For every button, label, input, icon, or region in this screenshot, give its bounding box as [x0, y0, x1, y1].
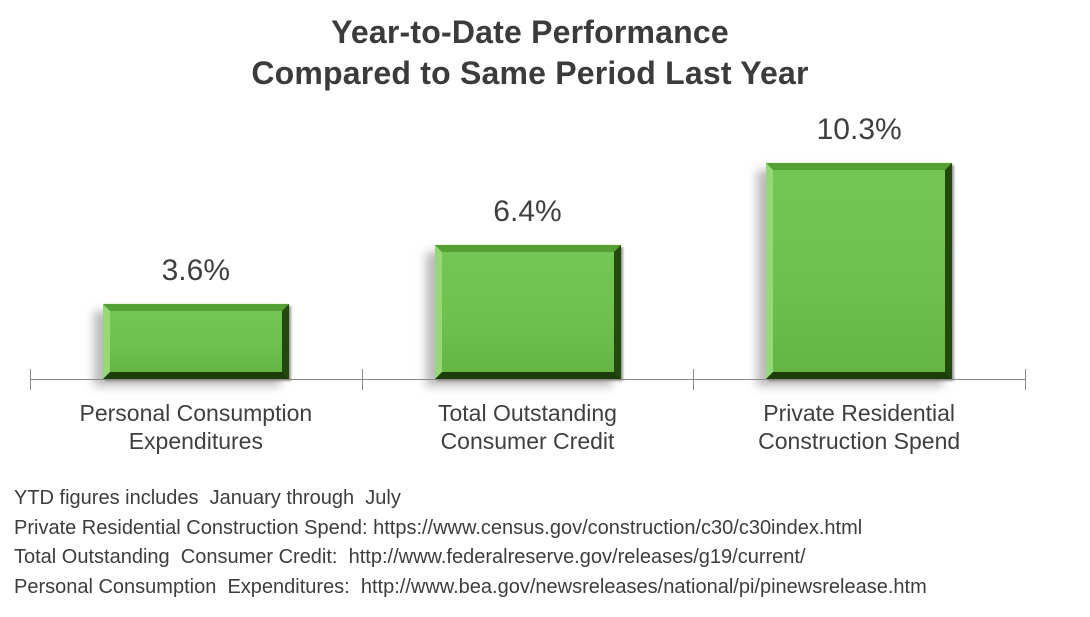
footnote-source-pce: Personal Consumption Expenditures: http:…: [14, 575, 927, 598]
x-axis-tick: [30, 369, 31, 390]
x-axis-tick: [693, 369, 694, 390]
category-label-personal-consumption-expenditures: Personal Consumption Expenditures: [79, 400, 313, 454]
footnotes: YTD figures includes January through Jul…: [14, 484, 1084, 602]
footnote-source-construction: Private Residential Construction Spend: …: [14, 516, 863, 539]
bar-private-residential-construction-spend: [766, 163, 953, 379]
x-axis-tick: [362, 369, 363, 390]
x-axis-tick: [1025, 369, 1026, 390]
chart-title-line2: Compared to Same Period Last Year: [251, 55, 809, 91]
data-label-private-residential-construction-spend: 10.3%: [816, 113, 902, 146]
x-axis-line: [30, 379, 1025, 380]
data-label-personal-consumption-expenditures: 3.6%: [161, 254, 231, 287]
bar-total-outstanding-consumer-credit: [434, 245, 621, 379]
chart-title-line1: Year-to-Date Performance: [331, 14, 729, 50]
category-label-private-residential-construction-spend: Private Residential Construction Spend: [758, 400, 961, 454]
category-label-total-outstanding-consumer-credit: Total Outstanding Consumer Credit: [437, 400, 617, 454]
footnote-source-consumer-credit: Total Outstanding Consumer Credit: http:…: [14, 546, 806, 568]
chart-title: Year-to-Date Performance Compared to Sam…: [0, 12, 1060, 94]
footnote-ytd-period: YTD figures includes January through Jul…: [14, 487, 401, 509]
bar-personal-consumption-expenditures: [102, 304, 289, 379]
data-label-total-outstanding-consumer-credit: 6.4%: [493, 195, 562, 228]
